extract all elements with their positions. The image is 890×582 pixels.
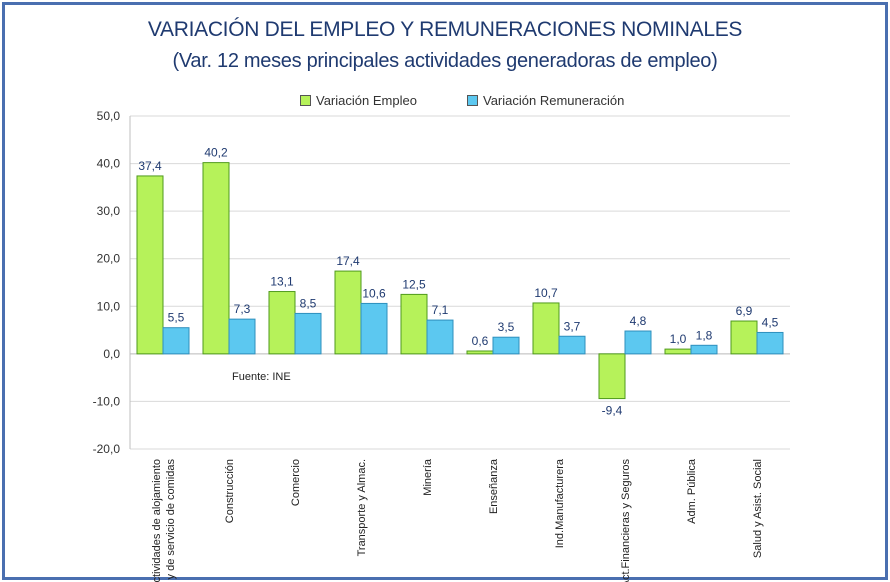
- category-label: y de servicio de comidas: [165, 459, 177, 580]
- bar-empleo: [136, 175, 164, 355]
- y-tick-label: 50,0: [97, 109, 121, 123]
- data-label: 3,7: [564, 319, 581, 333]
- category-label: Construcción: [224, 459, 236, 523]
- bar-remuneracion: [162, 327, 190, 355]
- data-label: -9,4: [602, 404, 623, 418]
- bar-empleo: [202, 162, 230, 355]
- legend-swatch-empleo: [300, 95, 311, 107]
- bar-remuneracion: [360, 302, 388, 355]
- bar-remuneracion: [492, 336, 520, 355]
- legend-label-empleo: Variación Empleo: [316, 93, 417, 109]
- y-tick-label: -20,0: [93, 442, 121, 456]
- data-label: 13,1: [270, 275, 294, 289]
- data-label: 10,7: [534, 286, 558, 300]
- category-label: Ind.Manufacturera: [554, 458, 566, 548]
- bar-empleo: [730, 320, 758, 355]
- bar-remuneracion: [558, 335, 586, 355]
- category-label: Adm. Pública: [686, 458, 698, 524]
- legend-label-remuneracion: Variación Remuneración: [483, 93, 625, 109]
- bar-remuneracion: [294, 312, 322, 355]
- bar-empleo: [268, 291, 296, 355]
- bar-empleo: [532, 302, 560, 355]
- bar-empleo: [334, 270, 362, 355]
- bar-empleo: [466, 350, 494, 355]
- data-label: 37,4: [138, 159, 162, 173]
- data-label: 7,1: [432, 303, 449, 317]
- bar-empleo: [664, 348, 692, 355]
- data-label: 3,5: [498, 320, 515, 334]
- category-label: Actividades de alojamiento: [151, 459, 163, 582]
- category-label: Comercio: [290, 459, 302, 506]
- legend-item-empleo: Variación Empleo: [300, 92, 417, 108]
- data-label: 1,8: [696, 328, 713, 342]
- chart-title: VARIACIÓN DEL EMPLEO Y REMUNERACIONES NO…: [147, 18, 743, 41]
- y-tick-label: 10,0: [97, 299, 121, 313]
- chart-subtitle: (Var. 12 meses principales actividades g…: [172, 50, 718, 72]
- bar-remuneracion: [690, 344, 718, 355]
- y-tick-label: 0,0: [103, 347, 120, 361]
- bar-remuneracion: [228, 318, 256, 355]
- bar-remuneracion: [756, 331, 784, 355]
- data-label: 6,9: [736, 304, 753, 318]
- data-label: 4,5: [762, 315, 779, 329]
- y-tick-label: -10,0: [93, 394, 121, 408]
- data-label: 8,5: [300, 296, 317, 310]
- category-label: Minería: [422, 458, 434, 496]
- y-tick-label: 40,0: [97, 157, 121, 171]
- data-label: 7,3: [234, 302, 251, 316]
- source-note: Fuente: INE: [232, 371, 291, 383]
- category-label: Transporte y Almac.: [356, 459, 368, 556]
- bar-empleo: [400, 293, 428, 355]
- data-label: 40,2: [204, 146, 228, 160]
- data-label: 0,6: [472, 334, 489, 348]
- bar-remuneracion: [426, 319, 454, 355]
- bar-remuneracion: [624, 330, 652, 355]
- data-label: 12,5: [402, 277, 426, 291]
- data-label: 17,4: [336, 254, 360, 268]
- data-label: 4,8: [630, 314, 647, 328]
- category-label: Act.Financieras y Seguros: [620, 459, 632, 582]
- data-label: 1,0: [670, 332, 687, 346]
- y-tick-label: 30,0: [97, 204, 121, 218]
- legend-swatch-remuneracion: [467, 95, 478, 107]
- data-label: 10,6: [362, 286, 386, 300]
- category-label: Enseñanza: [488, 458, 500, 514]
- data-label: 5,5: [168, 311, 185, 325]
- category-label: Salud y Asist. Social: [752, 459, 764, 558]
- bar-empleo: [598, 353, 626, 400]
- y-tick-label: 20,0: [97, 252, 121, 266]
- legend-item-remuneracion: Variación Remuneración: [467, 92, 624, 108]
